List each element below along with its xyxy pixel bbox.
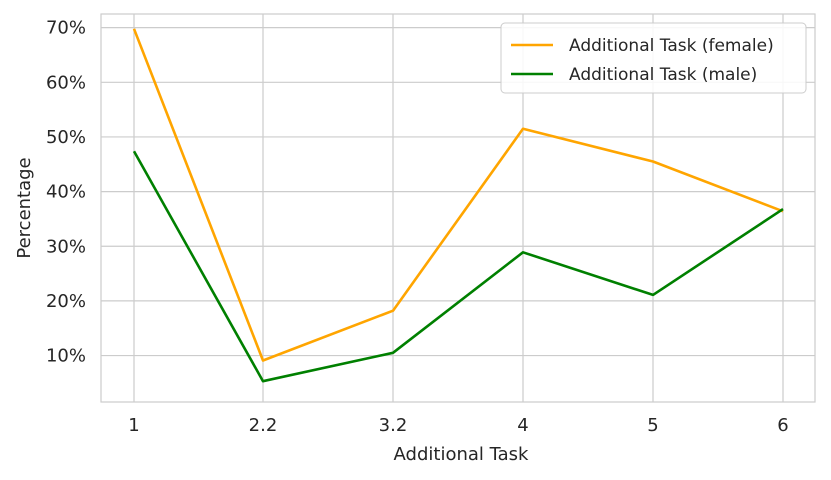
y-axis-ticks: 10% 20% 30% 40% 50% 60% 70%: [46, 18, 86, 367]
y-tick-label: 10%: [46, 346, 86, 367]
legend-box: [500, 22, 807, 94]
y-tick-label: 30%: [46, 236, 86, 257]
y-tick-label: 50%: [46, 127, 86, 148]
x-axis-ticks: 1 2.2 3.2 4 5 6: [128, 415, 788, 436]
y-tick-label: 70%: [46, 18, 86, 39]
y-axis-label: Percentage: [14, 157, 35, 258]
x-tick-label: 4: [517, 415, 528, 436]
y-tick-label: 20%: [46, 291, 86, 312]
x-tick-label: 6: [777, 415, 788, 436]
legend: Additional Task (female) Additional Task …: [500, 22, 807, 94]
series-layer: [132, 28, 784, 383]
series-line-male: [132, 150, 784, 383]
series-line-female: [132, 28, 784, 362]
y-tick-label: 60%: [46, 72, 86, 93]
legend-label: Additional Task (female): [569, 36, 774, 56]
x-tick-label: 2.2: [249, 415, 278, 436]
legend-label: Additional Task (male): [569, 65, 757, 85]
x-tick-label: 1: [128, 415, 139, 436]
y-tick-label: 40%: [46, 182, 86, 203]
x-tick-label: 3.2: [379, 415, 408, 436]
x-tick-label: 5: [647, 415, 658, 436]
x-axis-label: Additional Task: [394, 444, 530, 465]
